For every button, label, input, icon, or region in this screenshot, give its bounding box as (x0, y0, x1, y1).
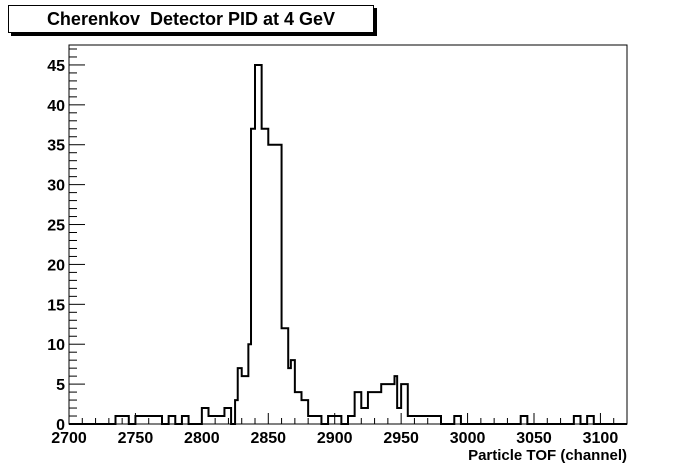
y-tick-label: 35 (47, 138, 65, 155)
histogram-bin (215, 416, 222, 424)
plot-frame (68, 44, 628, 425)
y-tick-label: 5 (56, 377, 65, 394)
histogram-bin (248, 344, 251, 424)
histogram-bin (414, 416, 421, 424)
histogram-bin (169, 416, 176, 424)
histogram-bin (275, 145, 282, 424)
x-tick-label: 2800 (184, 430, 220, 447)
histogram-bin (235, 400, 238, 424)
x-tick-label: 2750 (118, 430, 154, 447)
histogram-bin (282, 328, 289, 424)
histogram-bin (587, 416, 594, 424)
y-tick-label: 30 (47, 178, 65, 195)
histogram-bin (268, 145, 275, 424)
histogram-bin (434, 416, 441, 424)
histogram-bin (135, 416, 142, 424)
histogram-bin (395, 376, 398, 424)
histogram-bin (397, 408, 401, 424)
histogram-bin (291, 360, 295, 424)
histogram-bin (262, 129, 269, 424)
histogram-bin (122, 416, 129, 424)
histogram-bin (149, 416, 156, 424)
histogram-bin (302, 400, 309, 424)
histogram-bin (222, 416, 225, 424)
y-tick-label: 40 (47, 98, 65, 115)
histogram-bin (335, 416, 342, 424)
x-tick-label: 3100 (583, 430, 619, 447)
histogram-bin (381, 384, 388, 424)
x-tick-label: 2950 (383, 430, 419, 447)
histogram-bin (521, 416, 528, 424)
histogram-line (69, 63, 627, 425)
histogram-bin (288, 368, 291, 424)
histogram-bin (348, 416, 355, 424)
histogram-bin (295, 392, 302, 424)
histogram-bin (255, 65, 262, 424)
histogram-bin (328, 416, 335, 424)
x-tick-label: 3050 (516, 430, 552, 447)
histogram-bin (361, 408, 368, 424)
histogram-bin (315, 416, 322, 424)
histogram-bin (209, 416, 216, 424)
histogram-bin (308, 416, 315, 424)
histogram-bin (428, 416, 435, 424)
histogram-bin (224, 408, 231, 424)
x-tick-label: 2900 (317, 430, 353, 447)
histogram-bin (155, 416, 162, 424)
histogram-bin (202, 408, 209, 424)
histogram-bin (251, 129, 255, 424)
y-tick-label: 0 (56, 417, 65, 434)
histogram-bin (454, 416, 461, 424)
y-tick-label: 45 (47, 58, 65, 75)
y-tick-label: 25 (47, 218, 65, 235)
chart-title-box: Cherenkov Detector PID at 4 GeV (8, 5, 374, 33)
histogram-bin (355, 392, 362, 424)
chart-title: Cherenkov Detector PID at 4 GeV (46, 8, 336, 29)
histogram-bin (375, 392, 382, 424)
histogram-bin (388, 384, 395, 424)
histogram-bin (238, 368, 242, 424)
histogram-bin (408, 416, 415, 424)
histogram-bin (242, 376, 249, 424)
x-tick-label: 3000 (450, 430, 486, 447)
x-tick-label: 2850 (250, 430, 286, 447)
histogram-bin (421, 416, 428, 424)
x-axis-title: Particle TOF (channel) (468, 447, 627, 464)
y-tick-label: 20 (47, 257, 65, 274)
histogram-bin (574, 416, 581, 424)
histogram-bin (142, 416, 149, 424)
histogram-bin (182, 416, 189, 424)
x-tick-label: 2700 (51, 430, 87, 447)
histogram-bin (368, 392, 375, 424)
y-tick-label: 15 (47, 297, 65, 314)
histogram-bin (401, 384, 408, 424)
histogram-bin (116, 416, 123, 424)
y-tick-label: 10 (47, 337, 65, 354)
